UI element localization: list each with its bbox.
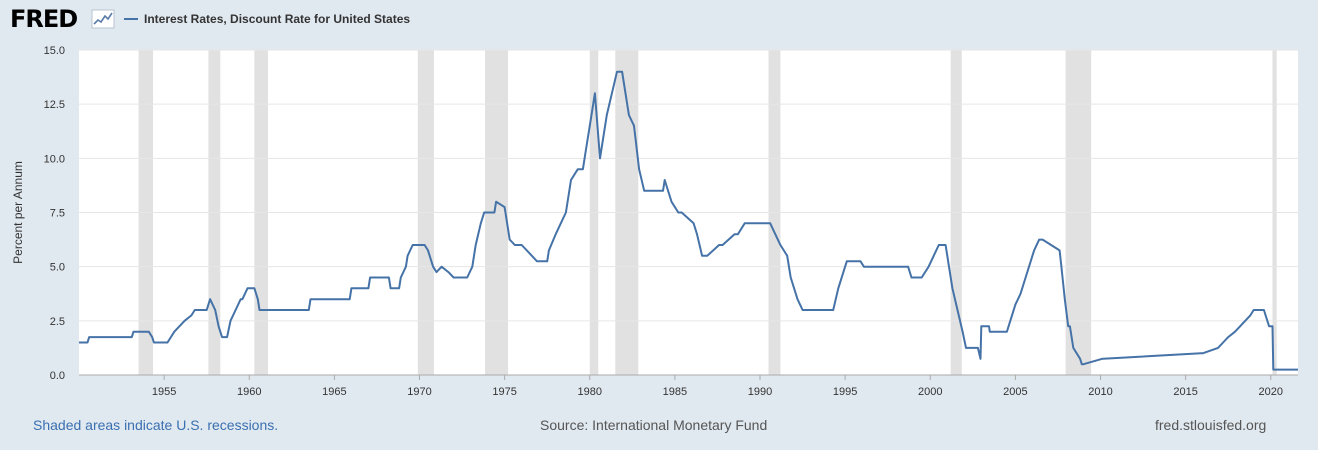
x-tick-label: 1975 <box>492 386 516 398</box>
fred-graph-icon <box>91 9 115 29</box>
y-tick-label: 10.0 <box>44 153 65 165</box>
source-note: Source: International Monetary Fund <box>540 417 768 433</box>
x-tick-label: 1980 <box>578 386 602 398</box>
x-tick-label: 2015 <box>1173 386 1197 398</box>
x-tick-label: 1955 <box>152 386 176 398</box>
y-tick-label: 0.0 <box>50 370 65 382</box>
chart-header: FRED Interest Rates, Discount Rate for U… <box>0 0 1318 42</box>
legend-series-label: Interest Rates, Discount Rate for United… <box>144 12 411 26</box>
x-tick-label: 2005 <box>1003 386 1027 398</box>
y-axis-label: Percent per Annum <box>11 161 25 264</box>
legend-swatch <box>124 18 138 20</box>
line-chart: 0.0 2.5 5.0 7.5 10.0 12.5 15.0 1955 1960 1965 1970… <box>11 45 1298 398</box>
x-tick-label: 2000 <box>918 386 942 398</box>
fred-logo[interactable]: FRED <box>10 5 78 33</box>
x-tick-label: 1985 <box>663 386 687 398</box>
x-tick-label: 1960 <box>237 386 261 398</box>
y-tick-label: 15.0 <box>44 45 65 57</box>
y-tick-label: 2.5 <box>50 316 65 328</box>
chart-legend: Interest Rates, Discount Rate for United… <box>124 11 410 27</box>
y-tick-label: 5.0 <box>50 262 65 274</box>
x-tick-label: 2020 <box>1259 386 1283 398</box>
x-tick-label: 1995 <box>833 386 857 398</box>
series-line <box>79 70 1298 371</box>
x-tick-label: 1970 <box>407 386 431 398</box>
site-url[interactable]: fred.stlouisfed.org <box>1155 417 1267 433</box>
y-tick-label: 12.5 <box>44 99 65 111</box>
y-tick-label: 7.5 <box>50 208 65 220</box>
x-tick-label: 2010 <box>1088 386 1112 398</box>
recession-note-link[interactable]: Shaded areas indicate U.S. recessions. <box>33 417 279 433</box>
x-tick-label: 1965 <box>322 386 346 398</box>
x-tick-label: 1990 <box>748 386 772 398</box>
